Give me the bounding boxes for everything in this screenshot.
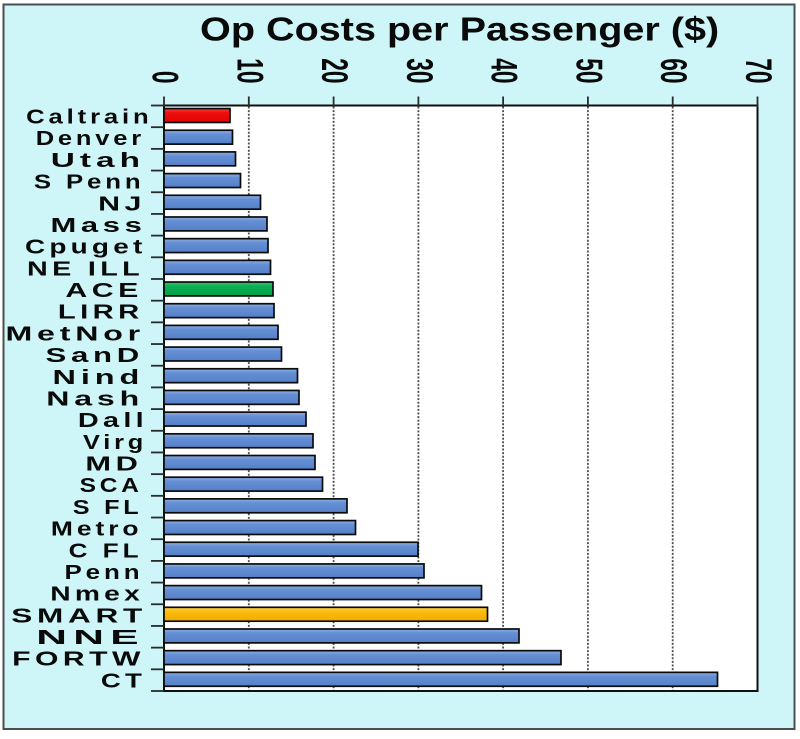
svg-text:30: 30 [398, 58, 440, 83]
svg-text:40: 40 [483, 58, 525, 83]
svg-text:CT: CT [101, 670, 146, 692]
svg-text:SMART: SMART [11, 604, 147, 627]
svg-text:NJ: NJ [98, 193, 146, 215]
svg-text:C FL: C FL [69, 539, 143, 561]
svg-text:MetNor: MetNor [5, 322, 145, 344]
svg-text:Caltrain: Caltrain [26, 105, 152, 128]
svg-text:Nash: Nash [46, 388, 144, 410]
svg-text:FORTW: FORTW [12, 648, 145, 670]
svg-text:Utah: Utah [51, 149, 145, 172]
svg-text:Virg: Virg [83, 430, 147, 453]
svg-text:Dall: Dall [78, 410, 148, 432]
svg-text:S FL: S FL [73, 495, 143, 518]
svg-text:Penn: Penn [64, 561, 143, 583]
svg-text:LIRR: LIRR [58, 301, 144, 323]
svg-text:SanD: SanD [46, 344, 144, 367]
svg-text:NE ILL: NE ILL [27, 258, 144, 280]
svg-text:Op Costs per Passenger ($): Op Costs per Passenger ($) [200, 10, 719, 47]
svg-text:Mass: Mass [51, 214, 147, 237]
svg-text:20: 20 [314, 58, 356, 83]
svg-text:NNE: NNE [36, 627, 145, 649]
svg-text:Nind: Nind [53, 366, 145, 388]
svg-text:Denver: Denver [36, 127, 145, 150]
svg-text:50: 50 [568, 58, 610, 83]
svg-text:S Penn: S Penn [34, 170, 145, 193]
svg-text:ACE: ACE [65, 280, 143, 302]
svg-text:MD: MD [85, 452, 142, 475]
svg-text:Cpuget: Cpuget [25, 236, 147, 258]
svg-text:10: 10 [229, 58, 271, 83]
svg-text:70: 70 [738, 58, 780, 83]
svg-text:60: 60 [653, 58, 695, 83]
svg-text:Nmex: Nmex [50, 583, 144, 605]
svg-text:SCA: SCA [80, 474, 143, 496]
svg-text:Metro: Metro [51, 518, 143, 540]
svg-text:0: 0 [144, 71, 186, 84]
